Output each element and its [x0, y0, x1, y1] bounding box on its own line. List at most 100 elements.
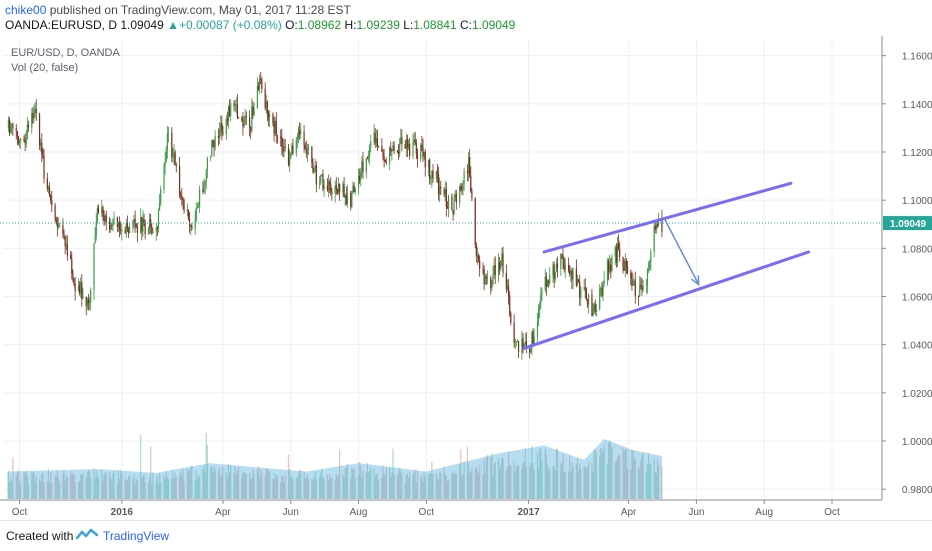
volume-bar [513, 462, 515, 499]
volume-bar [135, 478, 137, 499]
volume-bar [243, 472, 245, 499]
volume-bar [649, 463, 651, 499]
candle-body [485, 276, 487, 279]
candle-body [563, 259, 565, 270]
drawing-annotations[interactable] [0, 181, 882, 350]
volume-bar [344, 468, 346, 499]
candle-body [40, 142, 42, 146]
volume-bar [479, 464, 481, 499]
volume-bar [642, 452, 644, 499]
volume-bar [74, 482, 76, 499]
candle-body [447, 195, 450, 209]
candle-body [514, 341, 516, 344]
volume-bar [273, 479, 275, 499]
candle-body [541, 290, 543, 295]
volume-bar [80, 474, 82, 499]
candle-body [430, 178, 432, 179]
volume-bar [314, 471, 316, 499]
volume-bar [306, 474, 309, 499]
candle-body [87, 299, 90, 304]
volume-bar [611, 447, 613, 499]
candle-body [8, 119, 11, 133]
volume-bar [400, 470, 402, 499]
series-legend[interactable]: EUR/USD, D, OANDA [11, 47, 120, 59]
time-axis[interactable]: Oct 2016 Apr Jun Aug Oct 2017 Apr Jun Aug Oct [0, 499, 882, 518]
candle-body [24, 140, 26, 144]
candle-body [577, 279, 580, 282]
candle-body [331, 191, 333, 194]
price-change: +0.00087 (+0.08%) [178, 18, 282, 32]
candle-body [423, 151, 425, 157]
candle-body [314, 165, 316, 168]
candle-body [626, 266, 629, 273]
volume-bar [73, 474, 75, 499]
author-link[interactable]: chike00 [5, 3, 47, 17]
volume-bar [322, 476, 324, 499]
tradingview-logo-icon[interactable] [76, 528, 98, 542]
candle-body [66, 244, 68, 256]
volume-bar [430, 473, 432, 499]
volume-bar [346, 463, 349, 499]
volume-legend[interactable]: Vol (20, false) [11, 62, 79, 74]
price-chart[interactable]: 1.16000 1.14000 1.12000 1.10000 1.08000 1.060… [0, 36, 932, 520]
candle-body [583, 287, 585, 289]
volume-bar [536, 452, 539, 499]
volume-bar [521, 468, 523, 499]
volume-bar [194, 480, 196, 499]
volume-bar [409, 472, 411, 499]
volume-bar [20, 483, 22, 499]
volume-bar [120, 470, 122, 499]
candle-body [234, 105, 236, 107]
volume-bar [264, 475, 266, 499]
volume-bar [359, 461, 361, 499]
volume-bar [552, 465, 554, 499]
candle-body [342, 183, 344, 193]
candle-body [117, 222, 120, 227]
volume-bar [460, 449, 462, 499]
x-tick-label: Aug [350, 507, 368, 518]
candle-body [477, 255, 480, 261]
candle-body [319, 182, 321, 185]
volume-bar [97, 478, 100, 499]
volume-bar [389, 467, 391, 499]
close-value: 1.09049 [471, 18, 516, 32]
volume-bar [609, 440, 611, 499]
candle-body [490, 277, 492, 289]
chart-area[interactable]: 1.16000 1.14000 1.12000 1.10000 1.08000 1.060… [0, 36, 932, 520]
candle-body [584, 287, 586, 290]
volume-bar [369, 471, 371, 499]
candle-body [369, 146, 371, 157]
volume-bar [530, 463, 532, 499]
candle-body [81, 282, 83, 299]
volume-bar [474, 468, 476, 499]
candle-body [33, 112, 35, 118]
volume-bar [461, 475, 463, 499]
candle-body [365, 158, 367, 173]
volume-bar [661, 466, 663, 499]
candle-body [187, 209, 190, 220]
volume-bar [554, 469, 556, 499]
candle-body [601, 288, 603, 296]
volume-bar [633, 460, 635, 499]
candle-body [77, 285, 80, 292]
candle-body [225, 118, 227, 135]
tradingview-brand[interactable]: TradingView [103, 529, 170, 543]
y-tick-label: 1.10000 [902, 196, 932, 207]
candle-body [602, 282, 604, 296]
volume-bar [23, 472, 25, 499]
price-axis[interactable]: 1.16000 1.14000 1.12000 1.10000 1.08000 1.060… [881, 36, 932, 500]
candle-body [272, 114, 274, 123]
candle-body [93, 243, 95, 291]
candle-body [199, 189, 201, 207]
candle-body [375, 138, 377, 144]
volume-bar [492, 474, 494, 499]
volume-bar [249, 472, 251, 499]
volume-bar [540, 448, 542, 499]
volume-bar [141, 478, 143, 499]
volume-bar [517, 465, 520, 499]
candle-body [351, 193, 353, 207]
volume-bar [148, 477, 151, 499]
candle-body [172, 156, 174, 158]
candle-body [624, 260, 626, 271]
symbol-label[interactable]: OANDA:EURUSD, D [5, 18, 118, 32]
